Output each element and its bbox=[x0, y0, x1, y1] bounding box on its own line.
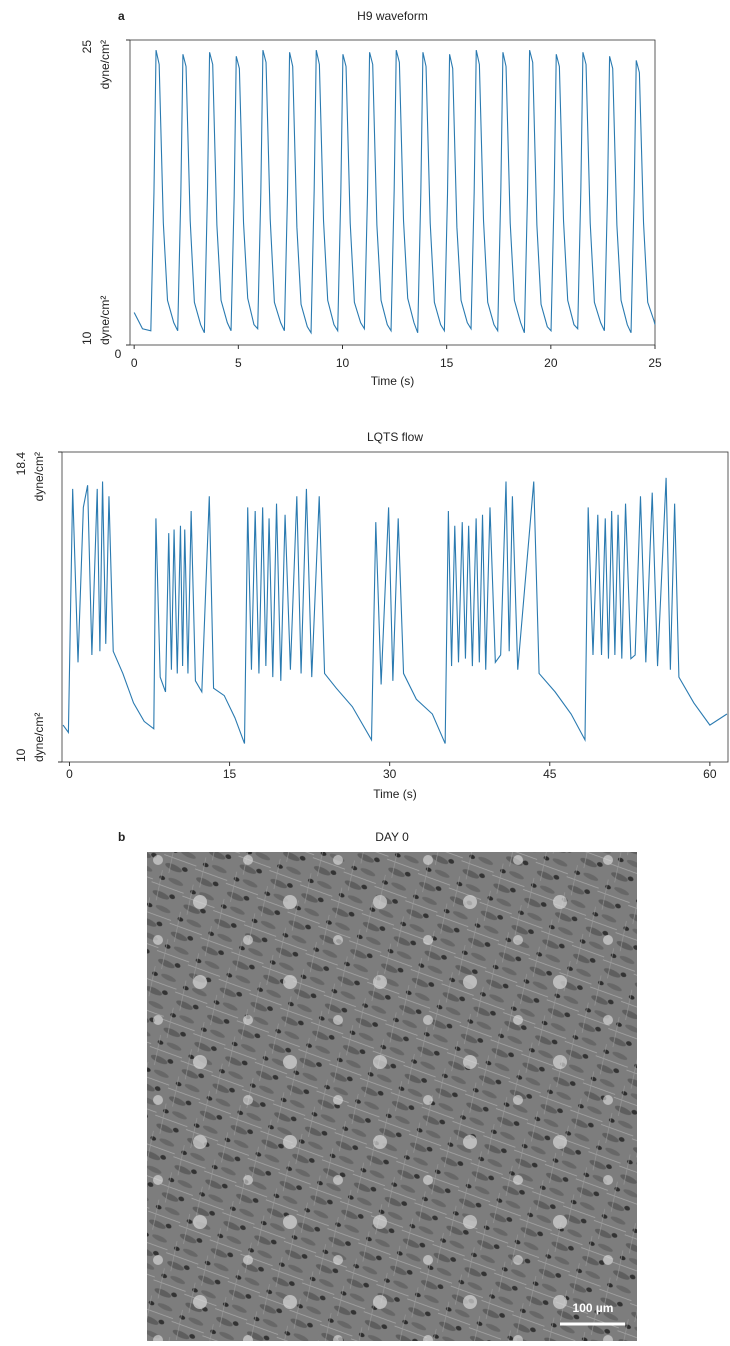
x-tick-label: 15 bbox=[440, 356, 454, 370]
x-tick-label: 60 bbox=[703, 767, 717, 781]
data-line bbox=[133, 50, 656, 335]
plot-frame bbox=[129, 39, 656, 346]
y-tick-label: 10 bbox=[14, 748, 28, 762]
x-tick-label: 10 bbox=[336, 356, 350, 370]
panel-label: a bbox=[118, 9, 125, 23]
x-axis-label: Time (s) bbox=[373, 787, 417, 801]
y-unit: dyne/cm² bbox=[98, 296, 112, 345]
x-tick-label: 0 bbox=[66, 767, 73, 781]
x-tick-label: 15 bbox=[223, 767, 237, 781]
y-unit: dyne/cm² bbox=[32, 713, 46, 762]
micrograph-highlights bbox=[147, 852, 637, 1341]
plot-frame bbox=[61, 451, 729, 763]
x-tick-label: 30 bbox=[383, 767, 397, 781]
x-tick-label: 25 bbox=[648, 356, 662, 370]
x-axis-label: Time (s) bbox=[371, 374, 415, 388]
x-tick-label: 20 bbox=[544, 356, 558, 370]
chart-title: LQTS flow bbox=[367, 430, 423, 444]
y-unit: dyne/cm² bbox=[98, 40, 112, 89]
chart-title: H9 waveform bbox=[357, 9, 428, 23]
y-origin-label: 0 bbox=[115, 347, 122, 361]
image-title: DAY 0 bbox=[375, 830, 409, 844]
x-tick-label: 45 bbox=[543, 767, 557, 781]
y-tick-label: 18.4 bbox=[14, 452, 28, 476]
y-unit: dyne/cm² bbox=[32, 452, 46, 501]
data-line bbox=[62, 477, 728, 744]
x-tick-label: 5 bbox=[235, 356, 242, 370]
micrograph: 100 µm bbox=[147, 852, 637, 1341]
x-tick-label: 0 bbox=[131, 356, 138, 370]
y-tick-label: 10 bbox=[80, 331, 94, 345]
panel-label: b bbox=[118, 830, 125, 844]
y-tick-label: 25 bbox=[80, 40, 94, 54]
scale-bar-label: 100 µm bbox=[573, 1301, 614, 1315]
